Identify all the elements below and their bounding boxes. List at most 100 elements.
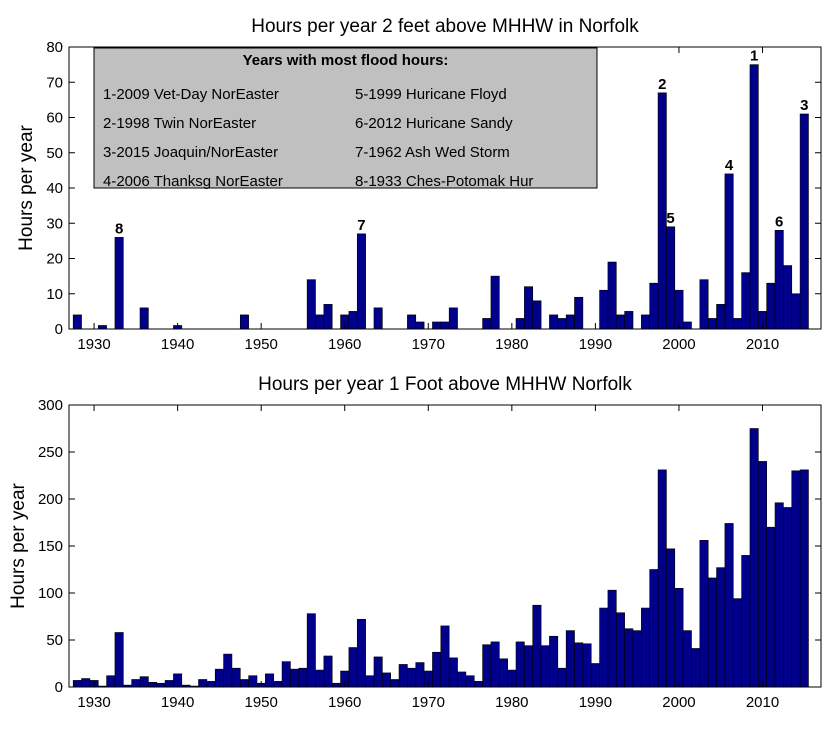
bar-1951 <box>265 673 275 688</box>
bar-1948 <box>239 314 249 330</box>
bar-2004 <box>707 577 717 688</box>
bar-1953 <box>281 661 291 688</box>
bar-1943 <box>198 679 208 688</box>
bar-1988 <box>574 296 584 330</box>
bar-2009 <box>749 64 759 330</box>
bar-1966 <box>390 679 400 688</box>
x-tick-label: 1940 <box>161 336 194 353</box>
bar-1967 <box>398 664 408 688</box>
bar-2012 <box>774 230 784 330</box>
legend-item: 1-2009 Vet-Day NorEaster <box>103 86 279 103</box>
bar-2000 <box>674 587 684 688</box>
bar-1962 <box>356 619 366 688</box>
bar-1978 <box>490 275 500 330</box>
y-tick-label: 250 <box>38 444 63 461</box>
bar-1996 <box>641 314 651 330</box>
bar-1959 <box>331 682 341 688</box>
x-tick-label: 1950 <box>244 694 277 711</box>
bar-1994 <box>624 311 634 330</box>
rank-label-3: 3 <box>800 97 808 114</box>
bar-1991 <box>599 289 609 330</box>
bar-1935 <box>131 679 141 688</box>
bar-1965 <box>382 672 391 688</box>
x-tick-label: 2010 <box>746 336 779 353</box>
bar-1964 <box>373 656 383 688</box>
y-tick-label: 50 <box>46 632 63 649</box>
bar-1976 <box>473 681 483 688</box>
bar-2006 <box>724 173 734 330</box>
y-axis-label: Hours per year <box>16 125 37 251</box>
bar-1987 <box>565 630 575 688</box>
y-tick-label: 100 <box>38 585 63 602</box>
bar-1961 <box>348 311 358 330</box>
bar-1956 <box>306 279 316 330</box>
y-tick-label: 50 <box>46 145 63 162</box>
x-tick-label: 1970 <box>412 694 445 711</box>
rank-label-6: 6 <box>775 213 783 230</box>
bar-2012 <box>774 502 784 688</box>
x-tick-label: 1980 <box>495 336 528 353</box>
rank-label-5: 5 <box>666 210 674 227</box>
bar-1962 <box>356 233 366 330</box>
x-tick-label: 2000 <box>662 336 695 353</box>
bar-1972 <box>440 625 450 688</box>
bar-1973 <box>448 657 458 688</box>
bar-1982 <box>524 645 534 688</box>
x-tick-label: 1990 <box>579 336 612 353</box>
bar-1947 <box>231 667 241 688</box>
bar-1952 <box>273 681 283 688</box>
legend-item: 5-1999 Huricane Floyd <box>355 86 507 103</box>
bar-1964 <box>373 307 383 330</box>
y-tick-label: 300 <box>38 397 63 414</box>
bar-1981 <box>515 318 525 330</box>
legend-title: Years with most flood hours: <box>243 52 449 69</box>
bar-1999 <box>666 226 676 330</box>
y-tick-label: 0 <box>55 679 63 696</box>
y-tick-label: 60 <box>46 110 63 127</box>
bar-2003 <box>699 540 709 688</box>
y-tick-label: 20 <box>46 251 63 268</box>
bar-2001 <box>682 630 692 688</box>
y-tick-label: 40 <box>46 180 63 197</box>
bar-1995 <box>632 630 642 688</box>
bar-1986 <box>557 318 567 330</box>
bar-2002 <box>691 648 701 688</box>
chart-panel-2: Hours per year 1 Foot above MHHW Norfolk… <box>8 374 822 711</box>
bar-1963 <box>365 675 375 688</box>
bar-1928 <box>72 680 82 688</box>
bar-1979 <box>499 658 508 688</box>
x-tick-label: 1960 <box>328 336 361 353</box>
bar-1936 <box>139 676 149 688</box>
bar-1989 <box>582 643 592 688</box>
rank-label-1: 1 <box>750 48 758 65</box>
bar-1958 <box>323 655 333 688</box>
legend-item: 3-2015 Joaquin/NorEaster <box>103 144 278 161</box>
legend-item: 6-2012 Huricane Sandy <box>355 115 513 132</box>
bar-1957 <box>315 314 325 330</box>
bar-1994 <box>624 628 634 688</box>
bar-2003 <box>699 279 709 330</box>
bar-1972 <box>440 321 450 330</box>
x-tick-label: 2000 <box>662 694 695 711</box>
bar-2007 <box>732 598 742 688</box>
y-tick-label: 10 <box>46 286 63 303</box>
bar-2011 <box>766 282 776 330</box>
bar-2014 <box>791 470 801 688</box>
bar-1992 <box>607 261 617 330</box>
y-axis-label: Hours per year <box>8 483 29 609</box>
x-tick-label: 2010 <box>746 694 779 711</box>
chart-title: Hours per year 2 feet above MHHW in Norf… <box>251 16 639 37</box>
bar-1984 <box>540 645 550 688</box>
bar-1983 <box>532 604 542 688</box>
bar-1938 <box>156 682 166 688</box>
bar-1996 <box>641 607 651 688</box>
legend-item: 2-1998 Twin NorEaster <box>103 115 256 132</box>
bar-2013 <box>783 265 793 330</box>
bar-1946 <box>223 653 233 688</box>
bar-2010 <box>758 461 767 688</box>
bar-1973 <box>448 307 458 330</box>
bar-1945 <box>214 668 224 688</box>
bar-1997 <box>649 282 659 330</box>
bar-1968 <box>407 667 417 688</box>
bar-1975 <box>465 675 475 688</box>
